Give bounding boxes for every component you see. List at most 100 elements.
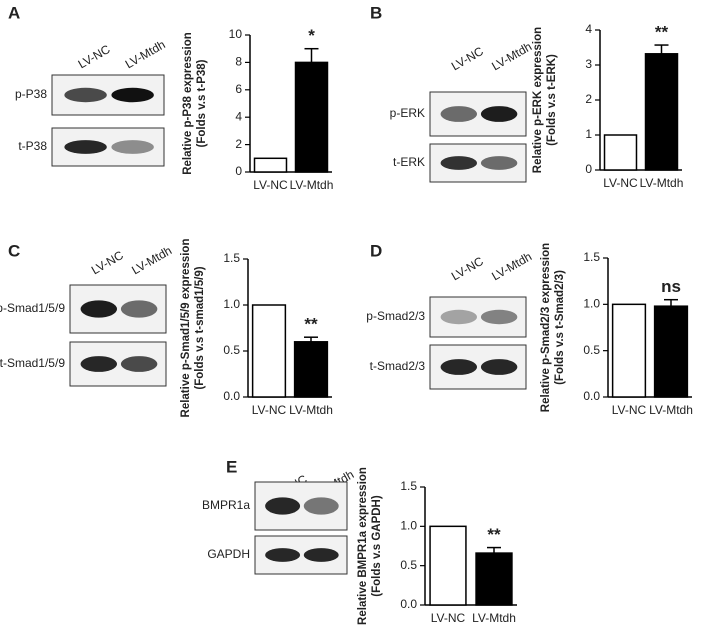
blot-band bbox=[265, 548, 301, 562]
blot-band bbox=[440, 359, 478, 375]
y-tick-label: 0.5 bbox=[400, 558, 417, 572]
y-tick-label: 4 bbox=[235, 109, 242, 123]
blot-band bbox=[303, 548, 339, 562]
x-tick-label: LV-NC bbox=[431, 611, 466, 625]
bar bbox=[251, 304, 287, 398]
panel-letter: B bbox=[370, 3, 382, 22]
bar bbox=[293, 341, 329, 398]
y-tick-label: 6 bbox=[235, 82, 242, 96]
y-tick-label: 1.5 bbox=[400, 479, 417, 493]
y-axis-label-note: (Folds v.s t-smad1/5/9) bbox=[194, 266, 206, 389]
blot-band bbox=[120, 300, 158, 318]
lane-label: LV-Mtdh bbox=[129, 243, 174, 277]
y-axis-label-note: (Folds v.s GAPDH) bbox=[371, 495, 383, 597]
y-tick-label: 2 bbox=[235, 137, 242, 151]
significance: ** bbox=[304, 315, 318, 334]
y-tick-label: 8 bbox=[235, 55, 242, 69]
blot-row-label: t-P38 bbox=[18, 139, 47, 153]
bar bbox=[603, 134, 638, 171]
blot-row-label: t-Smad2/3 bbox=[370, 359, 426, 373]
y-tick-label: 0.5 bbox=[583, 343, 600, 357]
y-tick-label: 1.0 bbox=[223, 297, 240, 311]
panel-letter: A bbox=[8, 3, 20, 22]
significance: * bbox=[308, 26, 315, 45]
bar bbox=[429, 525, 467, 606]
significance: ** bbox=[655, 23, 669, 42]
x-tick-label: LV-Mtdh bbox=[649, 403, 693, 417]
x-tick-label: LV-Mtdh bbox=[290, 178, 334, 192]
blot-band bbox=[64, 87, 107, 103]
lane-label: LV-NC bbox=[449, 44, 486, 74]
blot-row-label: p-Smad2/3 bbox=[366, 309, 425, 323]
blot-band bbox=[440, 309, 478, 325]
y-axis-label: Relative p-Smad2/3 expression bbox=[540, 243, 552, 412]
lane-label: LV-Mtdh bbox=[489, 39, 534, 73]
blot-row-label: p-ERK bbox=[390, 106, 425, 120]
y-tick-label: 4 bbox=[585, 22, 592, 36]
blot-row-label: BMPR1a bbox=[202, 498, 250, 512]
x-tick-label: LV-NC bbox=[253, 178, 288, 192]
blot-band bbox=[440, 156, 478, 170]
blot-band bbox=[111, 87, 154, 103]
bar bbox=[653, 305, 689, 398]
blot-band bbox=[64, 140, 107, 154]
x-tick-label: LV-NC bbox=[252, 403, 287, 417]
panel-letter: E bbox=[226, 457, 237, 476]
y-tick-label: 1 bbox=[585, 127, 592, 141]
blot-band bbox=[480, 359, 518, 375]
blot-band bbox=[80, 356, 118, 372]
blot-band bbox=[120, 356, 158, 372]
lane-label: LV-Mtdh bbox=[489, 249, 534, 283]
y-axis-label: Relative p-Smad1/5/9 expression bbox=[180, 239, 192, 418]
y-axis-label: Relative BMPR1a expression bbox=[357, 467, 369, 625]
x-tick-label: LV-Mtdh bbox=[472, 611, 516, 625]
y-tick-label: 1.0 bbox=[583, 297, 600, 311]
blot-band bbox=[440, 106, 478, 122]
blot-band bbox=[303, 497, 339, 515]
lane-label: LV-NC bbox=[76, 42, 113, 72]
blot-band bbox=[111, 140, 154, 154]
blot-band bbox=[480, 156, 518, 170]
y-axis-label: Relative p-ERK expression bbox=[532, 27, 544, 173]
y-tick-label: 0.0 bbox=[583, 389, 600, 403]
x-tick-label: LV-NC bbox=[603, 176, 638, 190]
y-axis-label-note: (Folds v.s t-ERK) bbox=[546, 54, 558, 146]
y-axis-label: Relative p-P38 expression bbox=[182, 32, 194, 175]
panel-letter: D bbox=[370, 241, 382, 260]
y-tick-label: 1.5 bbox=[583, 250, 600, 264]
y-tick-label: 1.5 bbox=[223, 251, 240, 265]
y-tick-label: 0.5 bbox=[223, 343, 240, 357]
x-tick-label: LV-Mtdh bbox=[289, 403, 333, 417]
y-tick-label: 3 bbox=[585, 57, 592, 71]
lane-label: LV-NC bbox=[89, 248, 126, 278]
bar bbox=[644, 53, 679, 171]
blot-row-label: GAPDH bbox=[207, 547, 250, 561]
bar bbox=[611, 303, 647, 398]
y-tick-label: 1.0 bbox=[400, 519, 417, 533]
blot-row-label: p-P38 bbox=[15, 87, 47, 101]
y-axis-label-note: (Folds v.s t-P38) bbox=[196, 59, 208, 147]
y-tick-label: 2 bbox=[585, 92, 592, 106]
y-tick-label: 10 bbox=[229, 27, 243, 41]
blot-row-label: p-Smad1/5/9 bbox=[0, 301, 65, 315]
x-tick-label: LV-Mtdh bbox=[640, 176, 684, 190]
blot-band bbox=[480, 106, 518, 122]
blot-row-label: t-ERK bbox=[393, 155, 425, 169]
y-tick-label: 0 bbox=[585, 162, 592, 176]
blot-row-label: t-Smad1/5/9 bbox=[0, 356, 65, 370]
bar bbox=[294, 61, 329, 173]
x-tick-label: LV-NC bbox=[612, 403, 647, 417]
significance: ** bbox=[487, 525, 501, 544]
y-tick-label: 0.0 bbox=[223, 389, 240, 403]
blot-band bbox=[265, 497, 301, 515]
bar bbox=[475, 552, 513, 606]
y-tick-label: 0 bbox=[235, 164, 242, 178]
y-tick-label: 0.0 bbox=[400, 597, 417, 611]
y-axis-label-note: (Folds v.s t-Smad2/3) bbox=[554, 270, 566, 385]
bar bbox=[253, 157, 288, 173]
lane-label: LV-Mtdh bbox=[123, 37, 168, 71]
significance: ns bbox=[661, 277, 681, 296]
panel-letter: C bbox=[8, 241, 20, 260]
blot-band bbox=[480, 309, 518, 325]
